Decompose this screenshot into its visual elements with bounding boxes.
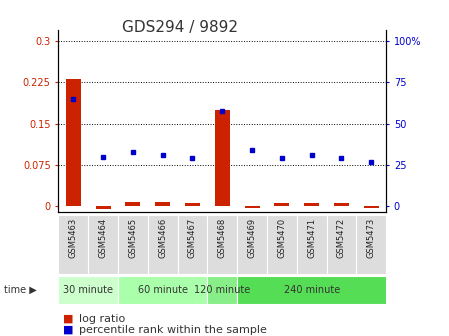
Bar — [334, 203, 349, 206]
Text: GSM5469: GSM5469 — [247, 218, 256, 258]
Bar — [88, 215, 118, 274]
Text: 240 minute: 240 minute — [283, 285, 340, 295]
Text: 120 minute: 120 minute — [194, 285, 251, 295]
Bar — [237, 215, 267, 274]
Text: GDS294 / 9892: GDS294 / 9892 — [122, 20, 238, 35]
Text: GSM5473: GSM5473 — [367, 218, 376, 258]
Bar — [58, 215, 88, 274]
Text: ■: ■ — [63, 313, 73, 324]
Text: GSM5466: GSM5466 — [158, 218, 167, 258]
Bar — [357, 215, 386, 274]
Text: GSM5472: GSM5472 — [337, 218, 346, 258]
Bar — [125, 202, 140, 206]
Bar — [274, 203, 289, 206]
Text: GSM5463: GSM5463 — [69, 218, 78, 258]
Text: percentile rank within the sample: percentile rank within the sample — [79, 325, 266, 335]
Text: GSM5464: GSM5464 — [99, 218, 108, 258]
Text: GSM5467: GSM5467 — [188, 218, 197, 258]
Bar — [297, 215, 326, 274]
Bar — [267, 215, 297, 274]
Text: 30 minute: 30 minute — [63, 285, 113, 295]
Text: GSM5470: GSM5470 — [277, 218, 286, 258]
Text: GSM5468: GSM5468 — [218, 218, 227, 258]
Bar — [326, 215, 357, 274]
Bar — [118, 276, 207, 304]
Text: time ▶: time ▶ — [4, 285, 37, 295]
Bar — [207, 215, 237, 274]
Bar — [304, 203, 319, 206]
Text: GSM5465: GSM5465 — [128, 218, 137, 258]
Bar — [177, 215, 207, 274]
Bar — [185, 203, 200, 206]
Text: GSM5471: GSM5471 — [307, 218, 316, 258]
Bar — [58, 276, 118, 304]
Text: log ratio: log ratio — [79, 313, 125, 324]
Bar — [237, 276, 386, 304]
Bar — [215, 110, 230, 206]
Bar — [207, 276, 237, 304]
Text: ■: ■ — [63, 325, 73, 335]
Bar — [155, 202, 170, 206]
Bar — [96, 206, 110, 209]
Bar — [148, 215, 177, 274]
Text: 60 minute: 60 minute — [138, 285, 188, 295]
Bar — [66, 79, 81, 206]
Bar — [364, 206, 379, 208]
Bar — [118, 215, 148, 274]
Bar — [245, 206, 260, 208]
